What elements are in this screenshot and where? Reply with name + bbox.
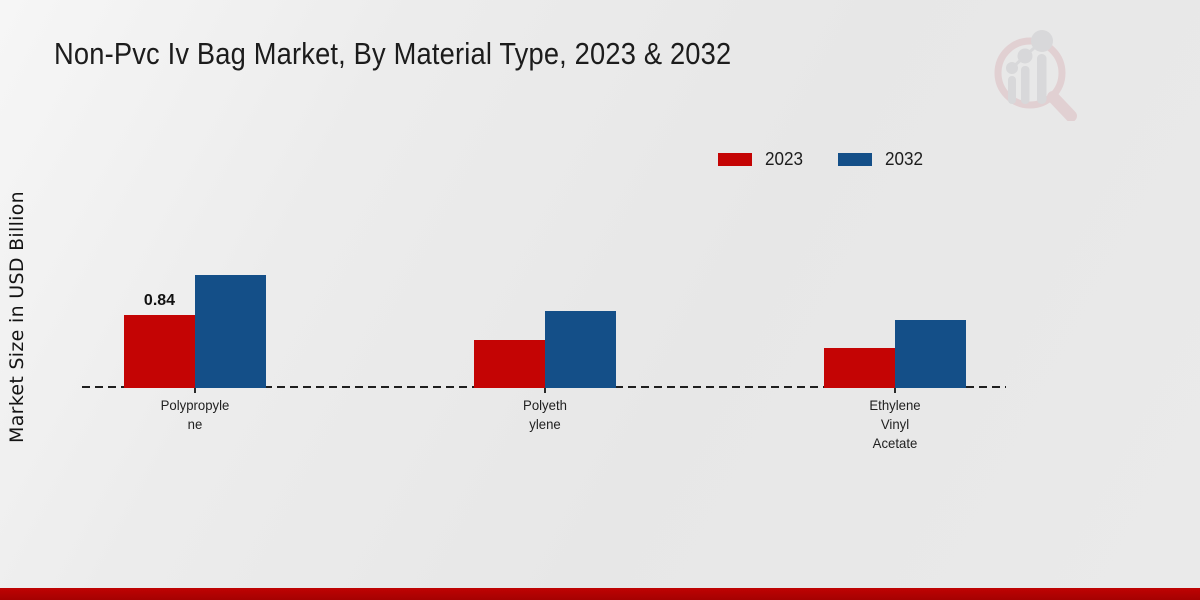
legend-item-2023: 2023 (718, 149, 805, 170)
bar-2032-ethylene-vinyl-acetate (895, 320, 966, 388)
category-label-line: Acetate (872, 435, 918, 451)
data-label-2023-polypropylene: 0.84 (143, 292, 176, 309)
category-label-line: Polypropyle (160, 397, 230, 413)
category-label-line: Polyeth (523, 397, 567, 413)
bar-2032-polypropylene (195, 275, 266, 388)
footer-red-band (0, 588, 1200, 600)
x-axis-tick (194, 388, 196, 393)
category-label-line: ne (187, 416, 203, 432)
legend-item-2032: 2032 (838, 149, 925, 170)
legend-label-2032: 2032 (885, 149, 924, 169)
category-label-polyethylene: Polyeth ylene (470, 396, 620, 434)
bar-2032-polyethylene (545, 311, 616, 388)
magnifier-bar-chart-logo-icon (994, 30, 1077, 121)
category-label-ethylene-vinyl-acetate: Ethylene Vinyl Acetate (820, 396, 970, 453)
legend-swatch-2032 (838, 153, 873, 166)
legend-swatch-2023 (718, 153, 752, 166)
chart-title: Non-Pvc Iv Bag Market, By Material Type,… (54, 36, 732, 71)
category-label-polypropylene: Polypropyle ne (120, 396, 270, 434)
bar-2023-polyethylene (474, 340, 545, 388)
legend: 2023 2032 (718, 149, 925, 170)
category-label-line: Ethylene (869, 397, 921, 413)
category-label-line: Vinyl (880, 416, 910, 432)
bar-2023-polypropylene (124, 315, 195, 388)
legend-label-2023: 2023 (765, 149, 804, 169)
x-axis-tick (544, 388, 546, 393)
category-label-line: ylene (529, 416, 561, 432)
bar-2023-ethylene-vinyl-acetate (824, 348, 895, 388)
x-axis-tick (894, 388, 896, 393)
